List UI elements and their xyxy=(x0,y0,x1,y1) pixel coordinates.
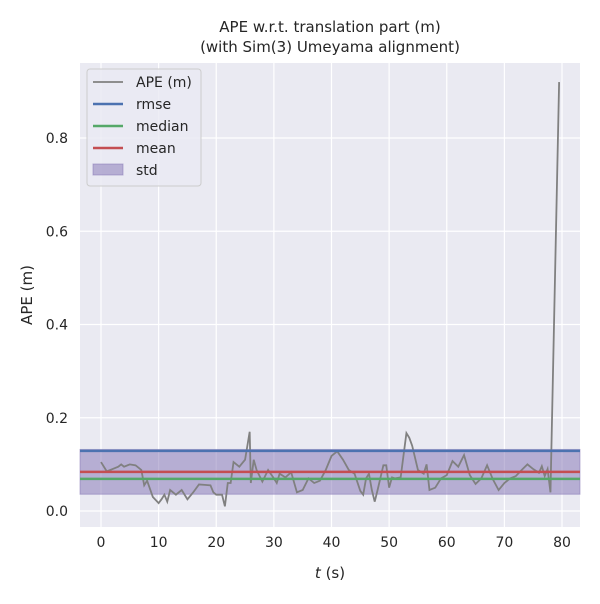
chart-title: APE w.r.t. translation part (m) xyxy=(219,18,440,36)
y-tick-label: 0.8 xyxy=(46,131,68,147)
legend-box xyxy=(86,68,202,187)
y-axis-label: APE (m) xyxy=(18,265,36,325)
x-tick-label: 30 xyxy=(265,535,283,551)
ape-series-line xyxy=(100,82,561,507)
y-tick-label: 0.2 xyxy=(46,411,68,427)
x-tick-label: 50 xyxy=(380,535,398,551)
x-tick-label: 60 xyxy=(438,535,456,551)
legend-label: APE (m) xyxy=(136,75,192,91)
x-tick-label: 40 xyxy=(323,535,341,551)
legend-swatch xyxy=(92,163,124,176)
chart-subtitle: (with Sim(3) Umeyama alignment) xyxy=(200,38,460,56)
legend-label: rmse xyxy=(136,97,171,113)
legend-label: std xyxy=(136,163,158,179)
legend: APE (m) rmse median mean std xyxy=(86,68,202,187)
x-tick-label: 10 xyxy=(150,535,168,551)
y-tick-label: 0.4 xyxy=(46,318,68,334)
x-tick-label: 80 xyxy=(553,535,571,551)
x-axis-label-var: t xyxy=(315,564,322,582)
legend-label: mean xyxy=(136,141,176,157)
x-axis-label-unit: (s) xyxy=(321,564,345,582)
x-tick-label: 70 xyxy=(495,535,513,551)
x-tick-label: 0 xyxy=(97,535,106,551)
x-tick-label: 20 xyxy=(207,535,225,551)
y-tick-label: 0.6 xyxy=(46,224,68,240)
y-tick-label: 0.0 xyxy=(46,504,68,520)
x-axis-label: t (s) xyxy=(315,564,345,582)
legend-label: median xyxy=(136,119,188,135)
